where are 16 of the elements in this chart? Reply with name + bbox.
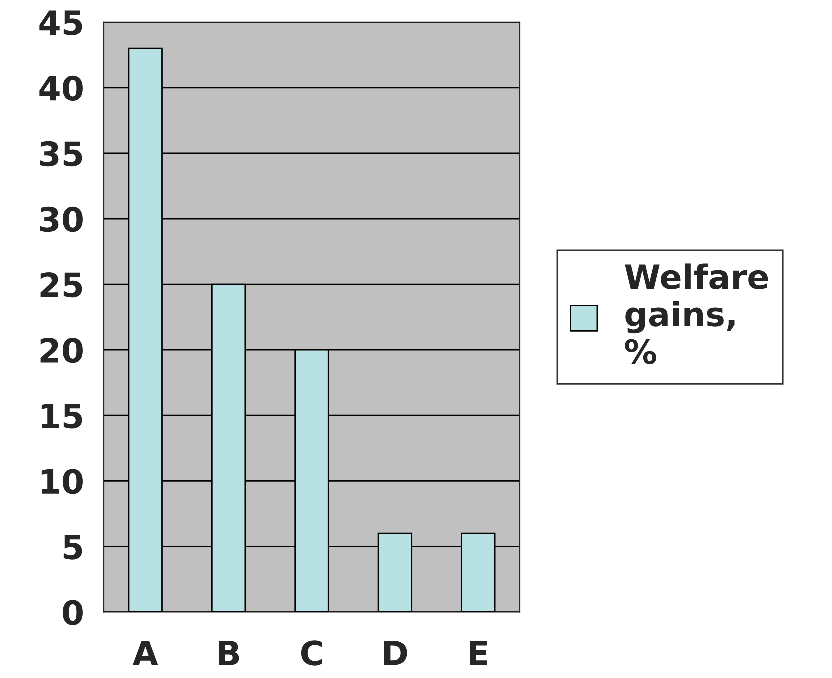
y-tick-label: 20 (40, 338, 83, 364)
y-tick-label: 5 (64, 535, 82, 560)
y-tick-label: 30 (40, 206, 83, 232)
x-tick-label: D (384, 641, 408, 666)
y-tick-label: 40 (40, 76, 83, 102)
x-tick-label: B (219, 641, 240, 666)
legend-label: Welfare gains, % (625, 264, 768, 364)
y-tick-label: 0 (62, 600, 83, 626)
x-tick-label: E (470, 641, 488, 666)
y-tick-label: 25 (40, 272, 82, 298)
x-tick-label: A (132, 641, 158, 666)
y-tick-label: 35 (40, 141, 82, 167)
y-tick-label: 10 (42, 469, 83, 494)
x-tick-label: C (301, 640, 322, 666)
y-tick-label: 45 (40, 10, 82, 36)
y-tick-label: 15 (42, 404, 82, 429)
